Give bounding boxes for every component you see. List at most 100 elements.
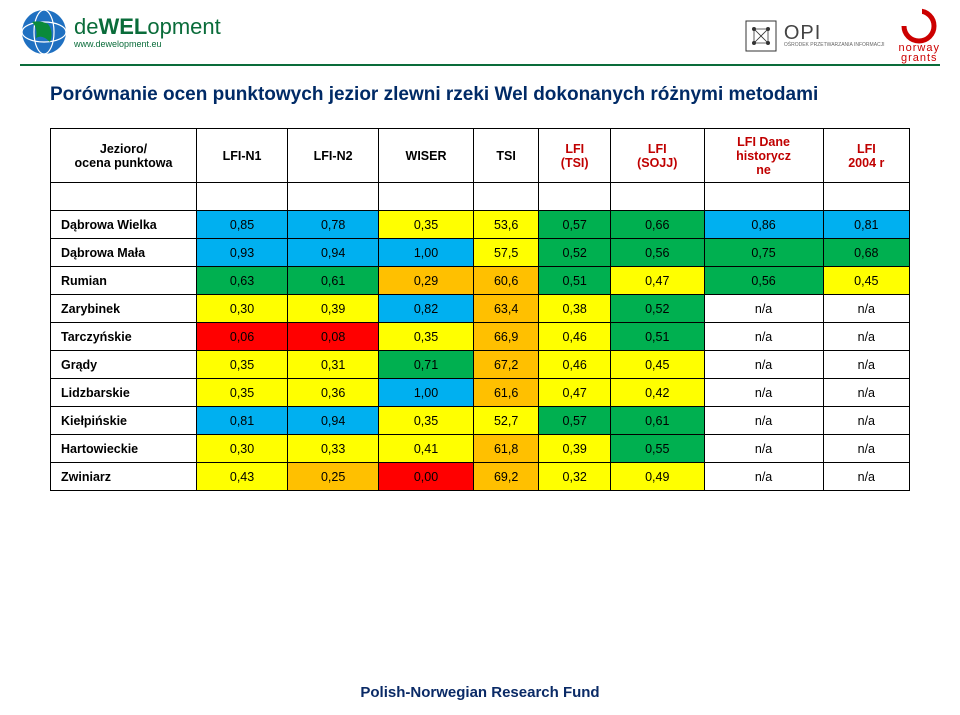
brand-prefix: de [74, 14, 98, 39]
column-header: LFI-N2 [288, 129, 379, 183]
data-cell: 0,94 [288, 407, 379, 435]
data-cell: 0,35 [197, 379, 288, 407]
row-name: Rumian [51, 267, 197, 295]
row-name: Dąbrowa Mała [51, 239, 197, 267]
brand-suffix: opment [147, 14, 220, 39]
data-cell: 53,6 [473, 211, 539, 239]
data-cell: 0,46 [539, 351, 611, 379]
data-cell: 0,93 [197, 239, 288, 267]
data-cell: n/a [704, 435, 823, 463]
data-cell: n/a [823, 379, 909, 407]
table-row: Grądy0,350,310,7167,20,460,45n/an/a [51, 351, 910, 379]
data-cell: n/a [704, 351, 823, 379]
data-cell: 0,36 [288, 379, 379, 407]
data-cell: 57,5 [473, 239, 539, 267]
data-cell: 0,75 [704, 239, 823, 267]
column-header: Jezioro/ocena punktowa [51, 129, 197, 183]
row-name: Grądy [51, 351, 197, 379]
data-cell: 0,45 [610, 351, 704, 379]
table-row: Zarybinek0,300,390,8263,40,380,52n/an/a [51, 295, 910, 323]
data-cell: 0,29 [379, 267, 474, 295]
data-cell: 0,25 [288, 463, 379, 491]
table-row: Kiełpińskie0,810,940,3552,70,570,61n/an/… [51, 407, 910, 435]
data-cell: n/a [823, 407, 909, 435]
data-cell: n/a [823, 351, 909, 379]
data-cell: 61,8 [473, 435, 539, 463]
data-cell: 63,4 [473, 295, 539, 323]
data-cell: 0,35 [379, 407, 474, 435]
data-cell: 0,49 [610, 463, 704, 491]
data-cell: 1,00 [379, 239, 474, 267]
data-cell: n/a [704, 295, 823, 323]
data-cell: 0,47 [610, 267, 704, 295]
column-header: LFI-N1 [197, 129, 288, 183]
data-cell: 0,39 [539, 435, 611, 463]
data-cell: 0,46 [539, 323, 611, 351]
footer-text: Polish-Norwegian Research Fund [0, 684, 960, 701]
data-cell: 0,61 [610, 407, 704, 435]
data-cell: 60,6 [473, 267, 539, 295]
data-cell: 0,43 [197, 463, 288, 491]
data-cell: 0,66 [610, 211, 704, 239]
header: deWELopment www.dewelopment.eu OPI OŚROD… [0, 0, 960, 64]
column-header: LFI(SOJJ) [610, 129, 704, 183]
data-cell: 0,63 [197, 267, 288, 295]
data-cell: 61,6 [473, 379, 539, 407]
data-cell: 0,33 [288, 435, 379, 463]
data-cell: 0,35 [197, 351, 288, 379]
opi-title: OPI [784, 23, 885, 43]
data-cell: 0,71 [379, 351, 474, 379]
data-cell: 0,61 [288, 267, 379, 295]
logos-right: OPI OŚRODEK PRZETWARZANIA INFORMACJI nor… [744, 8, 940, 64]
table-row: Dąbrowa Mała0,930,941,0057,50,520,560,75… [51, 239, 910, 267]
data-cell: 0,85 [197, 211, 288, 239]
row-name: Kiełpińskie [51, 407, 197, 435]
globe-icon [20, 8, 68, 56]
data-cell: n/a [823, 435, 909, 463]
data-cell: 52,7 [473, 407, 539, 435]
table-row: Hartowieckie0,300,330,4161,80,390,55n/an… [51, 435, 910, 463]
data-cell: 0,82 [379, 295, 474, 323]
column-header: LFI(TSI) [539, 129, 611, 183]
data-cell: n/a [704, 379, 823, 407]
data-cell: 0,86 [704, 211, 823, 239]
data-cell: 0,32 [539, 463, 611, 491]
opi-subtitle: OŚRODEK PRZETWARZANIA INFORMACJI [784, 43, 885, 48]
data-cell: 0,35 [379, 323, 474, 351]
data-cell: 0,08 [288, 323, 379, 351]
column-header: TSI [473, 129, 539, 183]
data-cell: 0,52 [539, 239, 611, 267]
data-cell: 0,41 [379, 435, 474, 463]
data-cell: 69,2 [473, 463, 539, 491]
data-table-wrap: Jezioro/ocena punktowaLFI-N1LFI-N2WISERT… [0, 128, 960, 491]
data-cell: 0,31 [288, 351, 379, 379]
data-cell: 0,30 [197, 435, 288, 463]
data-cell: 66,9 [473, 323, 539, 351]
table-body: Dąbrowa Wielka0,850,780,3553,60,570,660,… [51, 183, 910, 491]
spacer-row [51, 183, 910, 211]
table-row: Tarczyńskie0,060,080,3566,90,460,51n/an/… [51, 323, 910, 351]
norway-text-2: grants [901, 54, 938, 64]
data-cell: n/a [704, 323, 823, 351]
data-cell: 0,45 [823, 267, 909, 295]
row-name: Zwiniarz [51, 463, 197, 491]
brand-mid: WEL [98, 14, 147, 39]
norway-grants-logo: norway grants [899, 8, 940, 64]
data-cell: 0,51 [539, 267, 611, 295]
data-cell: n/a [823, 323, 909, 351]
column-header: LFI2004 r [823, 129, 909, 183]
data-cell: 0,51 [610, 323, 704, 351]
table-header-row: Jezioro/ocena punktowaLFI-N1LFI-N2WISERT… [51, 129, 910, 183]
data-cell: 0,00 [379, 463, 474, 491]
table-row: Rumian0,630,610,2960,60,510,470,560,45 [51, 267, 910, 295]
data-cell: 0,56 [704, 267, 823, 295]
table-row: Zwiniarz0,430,250,0069,20,320,49n/an/a [51, 463, 910, 491]
row-name: Dąbrowa Wielka [51, 211, 197, 239]
norway-ring-icon [901, 8, 937, 44]
data-cell: 0,52 [610, 295, 704, 323]
row-name: Zarybinek [51, 295, 197, 323]
data-cell: 0,81 [823, 211, 909, 239]
data-cell: n/a [823, 295, 909, 323]
row-name: Lidzbarskie [51, 379, 197, 407]
opi-logo: OPI OŚRODEK PRZETWARZANIA INFORMACJI [744, 19, 885, 53]
